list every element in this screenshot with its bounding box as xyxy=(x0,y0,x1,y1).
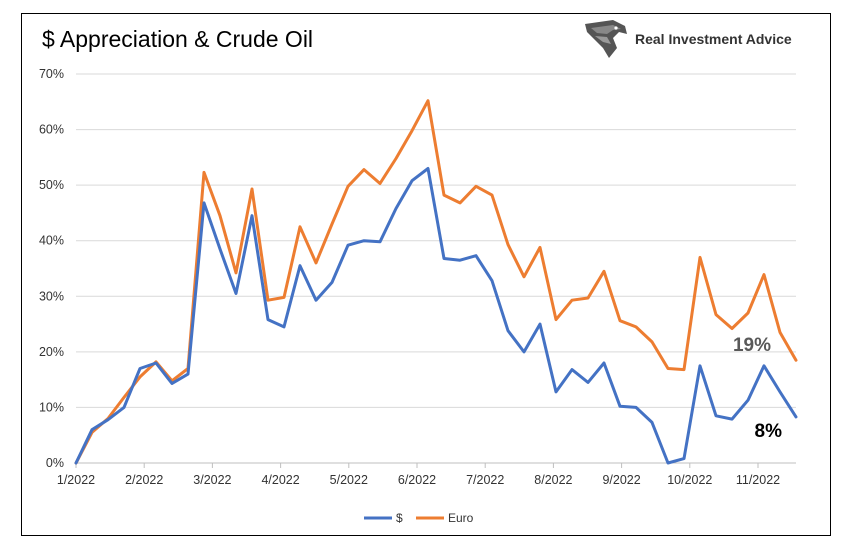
x-tick-label: 5/2022 xyxy=(330,473,368,487)
chart-title: $ Appreciation & Crude Oil xyxy=(42,26,314,52)
x-tick-label: 11/2022 xyxy=(736,473,780,487)
end-labels: 19% 8% xyxy=(733,335,782,442)
brand-name: Real Investment Advice xyxy=(635,31,792,47)
euro-end-label: 19% xyxy=(733,335,771,356)
y-tick-label: 20% xyxy=(39,345,64,359)
x-tick-label: 8/2022 xyxy=(534,473,572,487)
y-tick-label: 10% xyxy=(39,400,64,414)
y-tick-label: 30% xyxy=(39,289,64,303)
x-tick-label: 2/2022 xyxy=(125,473,163,487)
x-tick-label: 6/2022 xyxy=(398,473,436,487)
x-tick-label: 1/2022 xyxy=(57,473,95,487)
x-axis-ticks: 1/2022 2/2022 3/2022 4/2022 5/2022 6/2022 7/20… xyxy=(57,463,780,487)
legend-label-euro: Euro xyxy=(448,511,474,525)
y-tick-label: 70% xyxy=(39,67,64,81)
y-tick-label: 0% xyxy=(46,456,64,470)
x-tick-label: 4/2022 xyxy=(261,473,299,487)
y-tick-label: 60% xyxy=(39,123,64,137)
series-line-usd xyxy=(74,167,798,465)
x-tick-label: 3/2022 xyxy=(193,473,231,487)
legend: $ Euro xyxy=(364,511,474,525)
chart-frame xyxy=(21,13,831,536)
brand-logo: Real Investment Advice xyxy=(583,18,818,60)
x-tick-label: 9/2022 xyxy=(602,473,640,487)
gridlines xyxy=(76,73,796,464)
y-tick-label: 40% xyxy=(39,234,64,248)
y-tick-label: 50% xyxy=(39,178,64,192)
eagle-head-icon xyxy=(585,20,627,58)
series-line-euro xyxy=(74,99,798,465)
legend-label-usd: $ xyxy=(396,511,403,525)
x-tick-label: 7/2022 xyxy=(466,473,504,487)
usd-end-label: 8% xyxy=(755,421,783,442)
y-axis-ticks: 0% 10% 20% 30% 40% 50% 60% 70% xyxy=(39,67,64,470)
series-lines xyxy=(74,99,798,465)
x-tick-label: 10/2022 xyxy=(667,473,712,487)
